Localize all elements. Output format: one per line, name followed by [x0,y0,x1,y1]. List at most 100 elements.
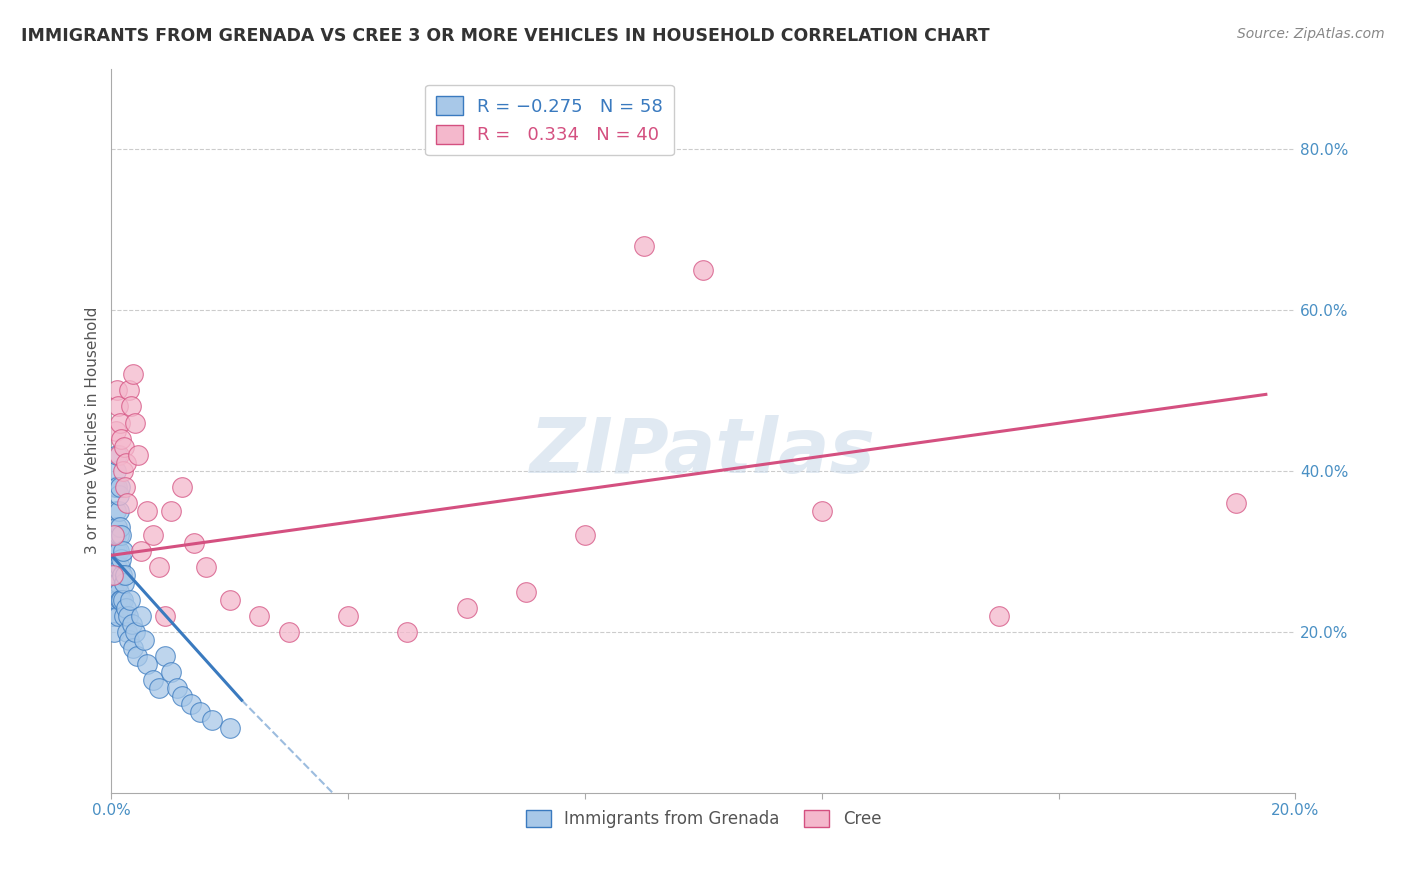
Point [107,544,129,558]
Point [159,665,181,679]
Point [105,528,128,542]
Point [105,464,128,478]
Point [108,592,131,607]
Point [107,584,129,599]
Point [218,721,240,735]
Point [105,544,128,558]
Point [811,504,834,518]
Point [105,560,128,574]
Point [111,568,134,582]
Point [105,384,128,398]
Point [278,624,301,639]
Point [105,448,128,462]
Point [148,560,170,574]
Point [122,640,145,655]
Point [115,456,138,470]
Point [108,448,131,462]
Point [107,576,129,591]
Point [118,632,141,647]
Point [111,464,134,478]
Point [112,576,135,591]
Point [148,681,170,695]
Point [115,624,138,639]
Point [121,368,143,382]
Point [124,416,146,430]
Point [1225,496,1247,510]
Point [153,648,176,663]
Point [104,480,127,494]
Text: IMMIGRANTS FROM GRENADA VS CREE 3 OR MORE VEHICLES IN HOUSEHOLD CORRELATION CHAR: IMMIGRANTS FROM GRENADA VS CREE 3 OR MOR… [21,27,990,45]
Point [124,624,146,639]
Point [118,384,141,398]
Point [337,608,360,623]
Point [110,552,132,566]
Point [107,608,129,623]
Point [108,528,131,542]
Point [110,480,132,494]
Point [153,608,176,623]
Point [117,608,139,623]
Point [988,608,1011,623]
Point [103,624,125,639]
Point [201,713,224,727]
Text: ZIPatlas: ZIPatlas [530,416,876,490]
Point [129,544,152,558]
Point [105,480,128,494]
Point [129,608,152,623]
Point [692,262,714,277]
Point [103,608,125,623]
Point [103,568,125,582]
Point [120,400,142,414]
Point [456,600,478,615]
Point [114,568,136,582]
Point [103,568,125,582]
Point [180,697,202,711]
Point [127,448,149,462]
Point [166,681,188,695]
Point [110,528,132,542]
Point [115,600,138,615]
Point [132,632,155,647]
Point [188,705,211,719]
Point [120,592,142,607]
Y-axis label: 3 or more Vehicles in Household: 3 or more Vehicles in Household [86,307,100,554]
Point [515,584,537,599]
Point [396,624,419,639]
Point [218,592,240,607]
Point [633,238,655,252]
Point [105,520,128,534]
Point [183,536,205,550]
Point [112,440,135,454]
Point [103,584,125,599]
Point [114,480,136,494]
Point [104,504,127,518]
Point [142,528,165,542]
Point [110,592,132,607]
Point [107,400,129,414]
Point [136,504,159,518]
Point [105,592,128,607]
Point [125,648,148,663]
Point [108,560,131,574]
Text: Source: ZipAtlas.com: Source: ZipAtlas.com [1237,27,1385,41]
Point [107,504,129,518]
Point [574,528,596,542]
Legend: Immigrants from Grenada, Cree: Immigrants from Grenada, Cree [519,804,887,835]
Point [114,608,136,623]
Point [172,689,194,703]
Point [117,496,139,510]
Point [110,432,132,446]
Point [249,608,271,623]
Point [159,504,181,518]
Point [112,544,135,558]
Point [104,560,127,574]
Point [121,616,143,631]
Point [111,592,134,607]
Point [104,544,127,558]
Point [136,657,159,671]
Point [110,416,132,430]
Point [104,424,127,438]
Point [103,528,125,542]
Point [108,488,131,502]
Point [142,673,165,687]
